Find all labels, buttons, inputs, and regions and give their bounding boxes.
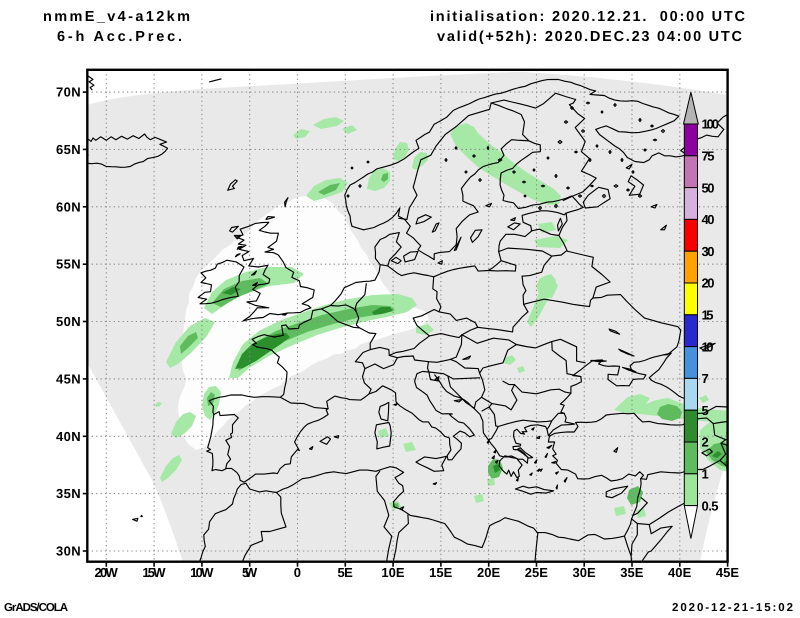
svg-text:65N: 65N xyxy=(56,142,81,157)
svg-text:10E: 10E xyxy=(381,565,405,580)
svg-text:1: 1 xyxy=(702,467,709,482)
svg-text:0: 0 xyxy=(294,565,302,580)
svg-text:2020-12-21-15:02: 2020-12-21-15:02 xyxy=(672,602,793,614)
svg-text:2: 2 xyxy=(702,435,709,450)
svg-text:40E: 40E xyxy=(668,565,692,580)
svg-text:30E: 30E xyxy=(572,565,596,580)
svg-text:50: 50 xyxy=(702,180,715,195)
svg-text:75: 75 xyxy=(702,149,715,164)
svg-text:5E: 5E xyxy=(338,565,354,580)
svg-text:5W: 5W xyxy=(242,565,258,580)
svg-text:10: 10 xyxy=(702,339,714,354)
svg-text:20E: 20E xyxy=(477,565,501,580)
svg-text:40: 40 xyxy=(702,212,715,227)
svg-text:100: 100 xyxy=(702,117,720,132)
svg-text:60N: 60N xyxy=(56,199,81,214)
svg-text:20W: 20W xyxy=(95,565,119,580)
svg-text:25E: 25E xyxy=(525,565,549,580)
svg-text:initialisation: 2020.12.21. 0: initialisation: 2020.12.21. 00:00 UTC xyxy=(430,9,746,25)
svg-text:0.5: 0.5 xyxy=(702,498,719,513)
svg-text:GrADS/COLA: GrADS/COLA xyxy=(4,602,68,614)
svg-text:15E: 15E xyxy=(429,565,453,580)
svg-text:45N: 45N xyxy=(56,371,81,386)
svg-text:30: 30 xyxy=(702,244,715,259)
svg-text:20: 20 xyxy=(702,276,715,291)
svg-text:30N: 30N xyxy=(56,544,81,559)
svg-text:valid(+52h): 2020.DEC.23 04:00: valid(+52h): 2020.DEC.23 04:00 UTC xyxy=(437,29,743,45)
svg-text:7: 7 xyxy=(702,371,709,386)
svg-text:5: 5 xyxy=(702,403,709,418)
svg-text:15: 15 xyxy=(702,308,714,323)
svg-text:35N: 35N xyxy=(56,486,81,501)
svg-text:50N: 50N xyxy=(56,314,81,329)
svg-text:45E: 45E xyxy=(716,565,740,580)
svg-text:35E: 35E xyxy=(620,565,644,580)
svg-text:40N: 40N xyxy=(56,429,81,444)
svg-text:6-h Acc.Prec.: 6-h Acc.Prec. xyxy=(57,29,182,45)
svg-text:55N: 55N xyxy=(56,257,81,272)
svg-text:10W: 10W xyxy=(190,565,214,580)
svg-text:15W: 15W xyxy=(142,565,166,580)
svg-text:70N: 70N xyxy=(56,85,81,100)
